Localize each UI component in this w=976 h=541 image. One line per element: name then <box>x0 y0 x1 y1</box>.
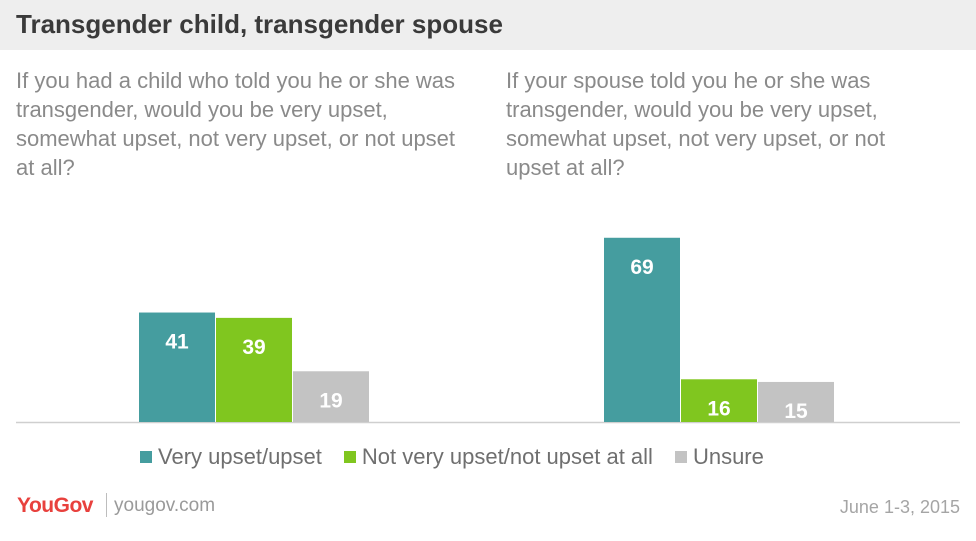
legend: Very upset/upset Not very upset/not upse… <box>140 444 786 470</box>
bar-label-spouse-unsure: 15 <box>784 400 808 423</box>
bar-label-spouse-very-upset: 69 <box>630 256 653 279</box>
bar-child-unsure <box>293 371 369 422</box>
bar-label-child-not-upset: 39 <box>242 336 265 359</box>
yougov-logo: YouGov <box>17 494 93 517</box>
bar-label-child-very-upset: 41 <box>165 331 189 354</box>
legend-label-not-upset: Not very upset/not upset at all <box>361 444 653 469</box>
footer-site[interactable]: yougov.com <box>114 495 216 516</box>
title-bar: Transgender child, transgender spouse <box>0 0 976 50</box>
legend-swatch-not-upset <box>343 451 356 463</box>
legend-item-not-upset: Not very upset/not upset at all <box>343 444 653 470</box>
footer-date: June 1-3, 2015 <box>839 497 960 517</box>
question-spouse: If your spouse told you he or she was tr… <box>506 68 886 180</box>
legend-item-very-upset: Very upset/upset <box>140 444 322 470</box>
bar-label-spouse-not-upset: 16 <box>707 397 730 420</box>
legend-label-unsure: Unsure <box>692 444 764 469</box>
chart-title: Transgender child, transgender spouse <box>16 9 503 39</box>
legend-label-very-upset: Very upset/upset <box>158 444 322 469</box>
bar-child-very-upset <box>139 312 215 422</box>
bar-label-child-unsure: 19 <box>319 389 342 412</box>
legend-swatch-unsure <box>674 451 687 463</box>
footer-divider <box>106 493 107 517</box>
legend-swatch-very-upset <box>140 451 152 463</box>
bar-spouse-unsure <box>758 381 834 422</box>
bar-child-not-upset <box>216 317 292 422</box>
legend-item-unsure: Unsure <box>674 444 764 470</box>
bar-spouse-not-upset <box>681 379 757 422</box>
question-child: If you had a child who told you he or sh… <box>16 68 456 180</box>
bar-spouse-very-upset <box>604 237 680 422</box>
